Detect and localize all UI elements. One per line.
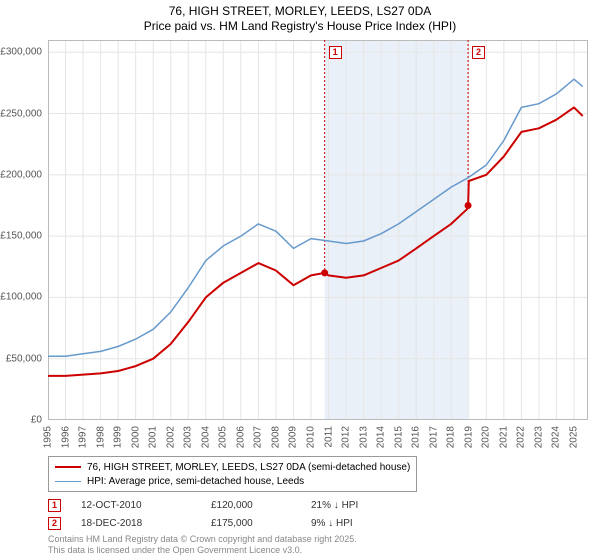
title-line2: Price paid vs. HM Land Registry's House …	[0, 19, 600, 34]
legend-swatch	[55, 481, 81, 482]
title-block: 76, HIGH STREET, MORLEY, LEEDS, LS27 0DA…	[0, 0, 600, 34]
x-tick-label: 2000	[130, 426, 141, 448]
x-tick-label: 2010	[305, 426, 316, 448]
chart-svg	[48, 40, 588, 420]
legend-swatch	[55, 466, 81, 468]
x-tick-label: 2020	[481, 426, 492, 448]
x-tick-label: 2022	[516, 426, 527, 448]
y-tick-label: £0	[0, 415, 42, 426]
y-tick-label: £100,000	[0, 292, 42, 303]
x-tick-label: 1996	[60, 426, 71, 448]
footer-line2: This data is licensed under the Open Gov…	[48, 545, 357, 556]
y-tick-label: £150,000	[0, 231, 42, 242]
x-tick-label: 2018	[446, 426, 457, 448]
sale-row: 2 18-DEC-2018£175,0009% ↓ HPI	[48, 514, 411, 532]
legend-label: 76, HIGH STREET, MORLEY, LEEDS, LS27 0DA…	[87, 462, 410, 473]
legend: 76, HIGH STREET, MORLEY, LEEDS, LS27 0DA…	[48, 456, 417, 492]
x-tick-label: 1998	[95, 426, 106, 448]
y-tick-label: £300,000	[0, 47, 42, 58]
y-tick-label: £250,000	[0, 108, 42, 119]
sale-diff: 21% ↓ HPI	[311, 500, 411, 511]
sale-price: £175,000	[211, 518, 311, 529]
x-tick-label: 2016	[411, 426, 422, 448]
sale-date: 12-OCT-2010	[81, 500, 211, 511]
sale-row: 1 12-OCT-2010£120,00021% ↓ HPI	[48, 496, 411, 514]
x-tick-label: 2014	[376, 426, 387, 448]
sales-table: 1 12-OCT-2010£120,00021% ↓ HPI 2 18-DEC-201…	[48, 496, 411, 532]
x-tick-label: 2005	[218, 426, 229, 448]
x-tick-label: 2023	[533, 426, 544, 448]
x-tick-label: 2011	[323, 426, 334, 448]
sale-date: 18-DEC-2018	[81, 518, 211, 529]
footer: Contains HM Land Registry data © Crown c…	[48, 534, 357, 556]
sale-marker-icon: 1	[48, 499, 61, 512]
x-tick-label: 2015	[393, 426, 404, 448]
legend-label: HPI: Average price, semi-detached house,…	[87, 476, 304, 487]
x-tick-label: 1995	[43, 426, 54, 448]
x-tick-label: 2012	[341, 426, 352, 448]
x-tick-label: 2021	[498, 426, 509, 448]
x-tick-label: 2003	[183, 426, 194, 448]
x-tick-label: 2017	[428, 426, 439, 448]
x-tick-label: 1999	[113, 426, 124, 448]
footer-line1: Contains HM Land Registry data © Crown c…	[48, 534, 357, 545]
sale-price: £120,000	[211, 500, 311, 511]
x-tick-label: 2013	[358, 426, 369, 448]
x-tick-label: 2009	[288, 426, 299, 448]
x-tick-label: 2019	[463, 426, 474, 448]
sale-marker-label: 2	[472, 46, 485, 59]
x-tick-label: 2008	[270, 426, 281, 448]
x-tick-label: 1997	[78, 426, 89, 448]
title-line1: 76, HIGH STREET, MORLEY, LEEDS, LS27 0DA	[0, 4, 600, 19]
x-tick-label: 2007	[253, 426, 264, 448]
legend-row: 76, HIGH STREET, MORLEY, LEEDS, LS27 0DA…	[55, 460, 410, 474]
legend-row: HPI: Average price, semi-detached house,…	[55, 474, 410, 488]
sale-marker-label: 1	[329, 46, 342, 59]
x-tick-label: 2004	[200, 426, 211, 448]
x-tick-label: 2025	[568, 426, 579, 448]
x-tick-label: 2001	[148, 426, 159, 448]
chart-area: £0£50,000£100,000£150,000£200,000£250,00…	[48, 40, 588, 420]
y-tick-label: £200,000	[0, 169, 42, 180]
chart-container: 76, HIGH STREET, MORLEY, LEEDS, LS27 0DA…	[0, 0, 600, 560]
sale-diff: 9% ↓ HPI	[311, 518, 411, 529]
y-tick-label: £50,000	[0, 353, 42, 364]
sale-marker-icon: 2	[48, 517, 61, 530]
x-tick-label: 2002	[165, 426, 176, 448]
x-tick-label: 2006	[235, 426, 246, 448]
x-tick-label: 2024	[551, 426, 562, 448]
